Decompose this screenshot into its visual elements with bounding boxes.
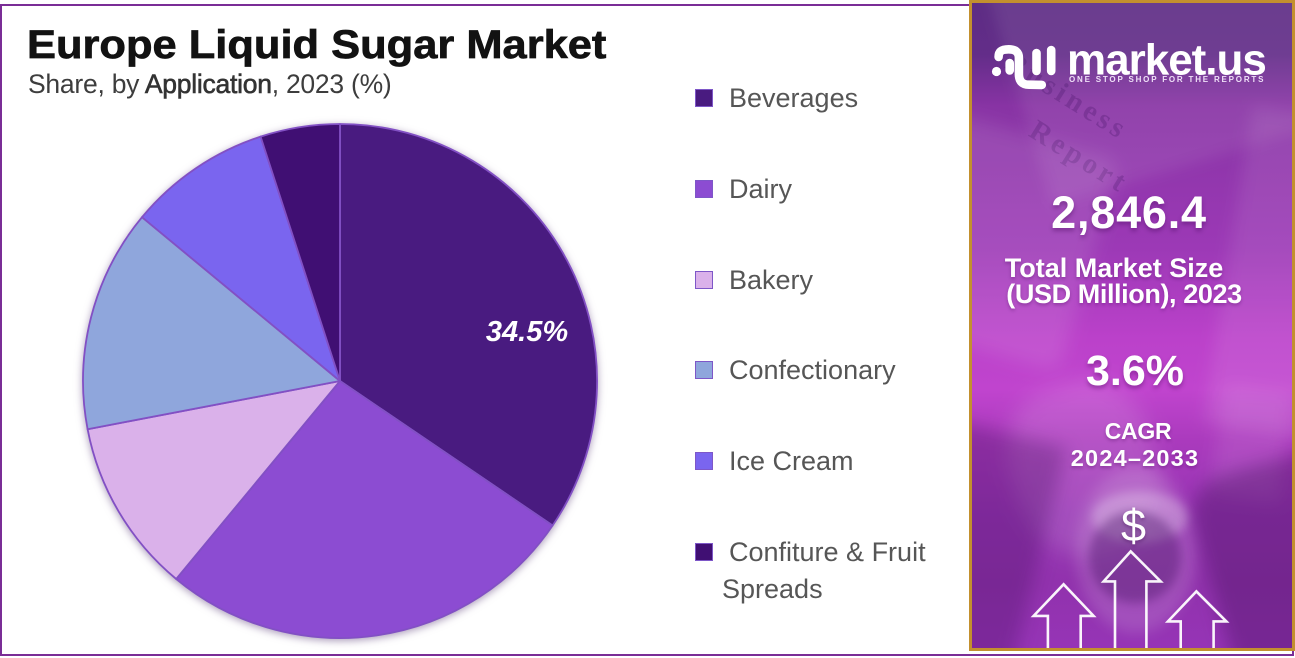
svg-text:34.5%: 34.5% xyxy=(486,316,568,348)
svg-text:market.us: market.us xyxy=(1067,35,1266,84)
svg-text:ONE STOP SHOP FOR THE REPORTS: ONE STOP SHOP FOR THE REPORTS xyxy=(1069,75,1265,84)
